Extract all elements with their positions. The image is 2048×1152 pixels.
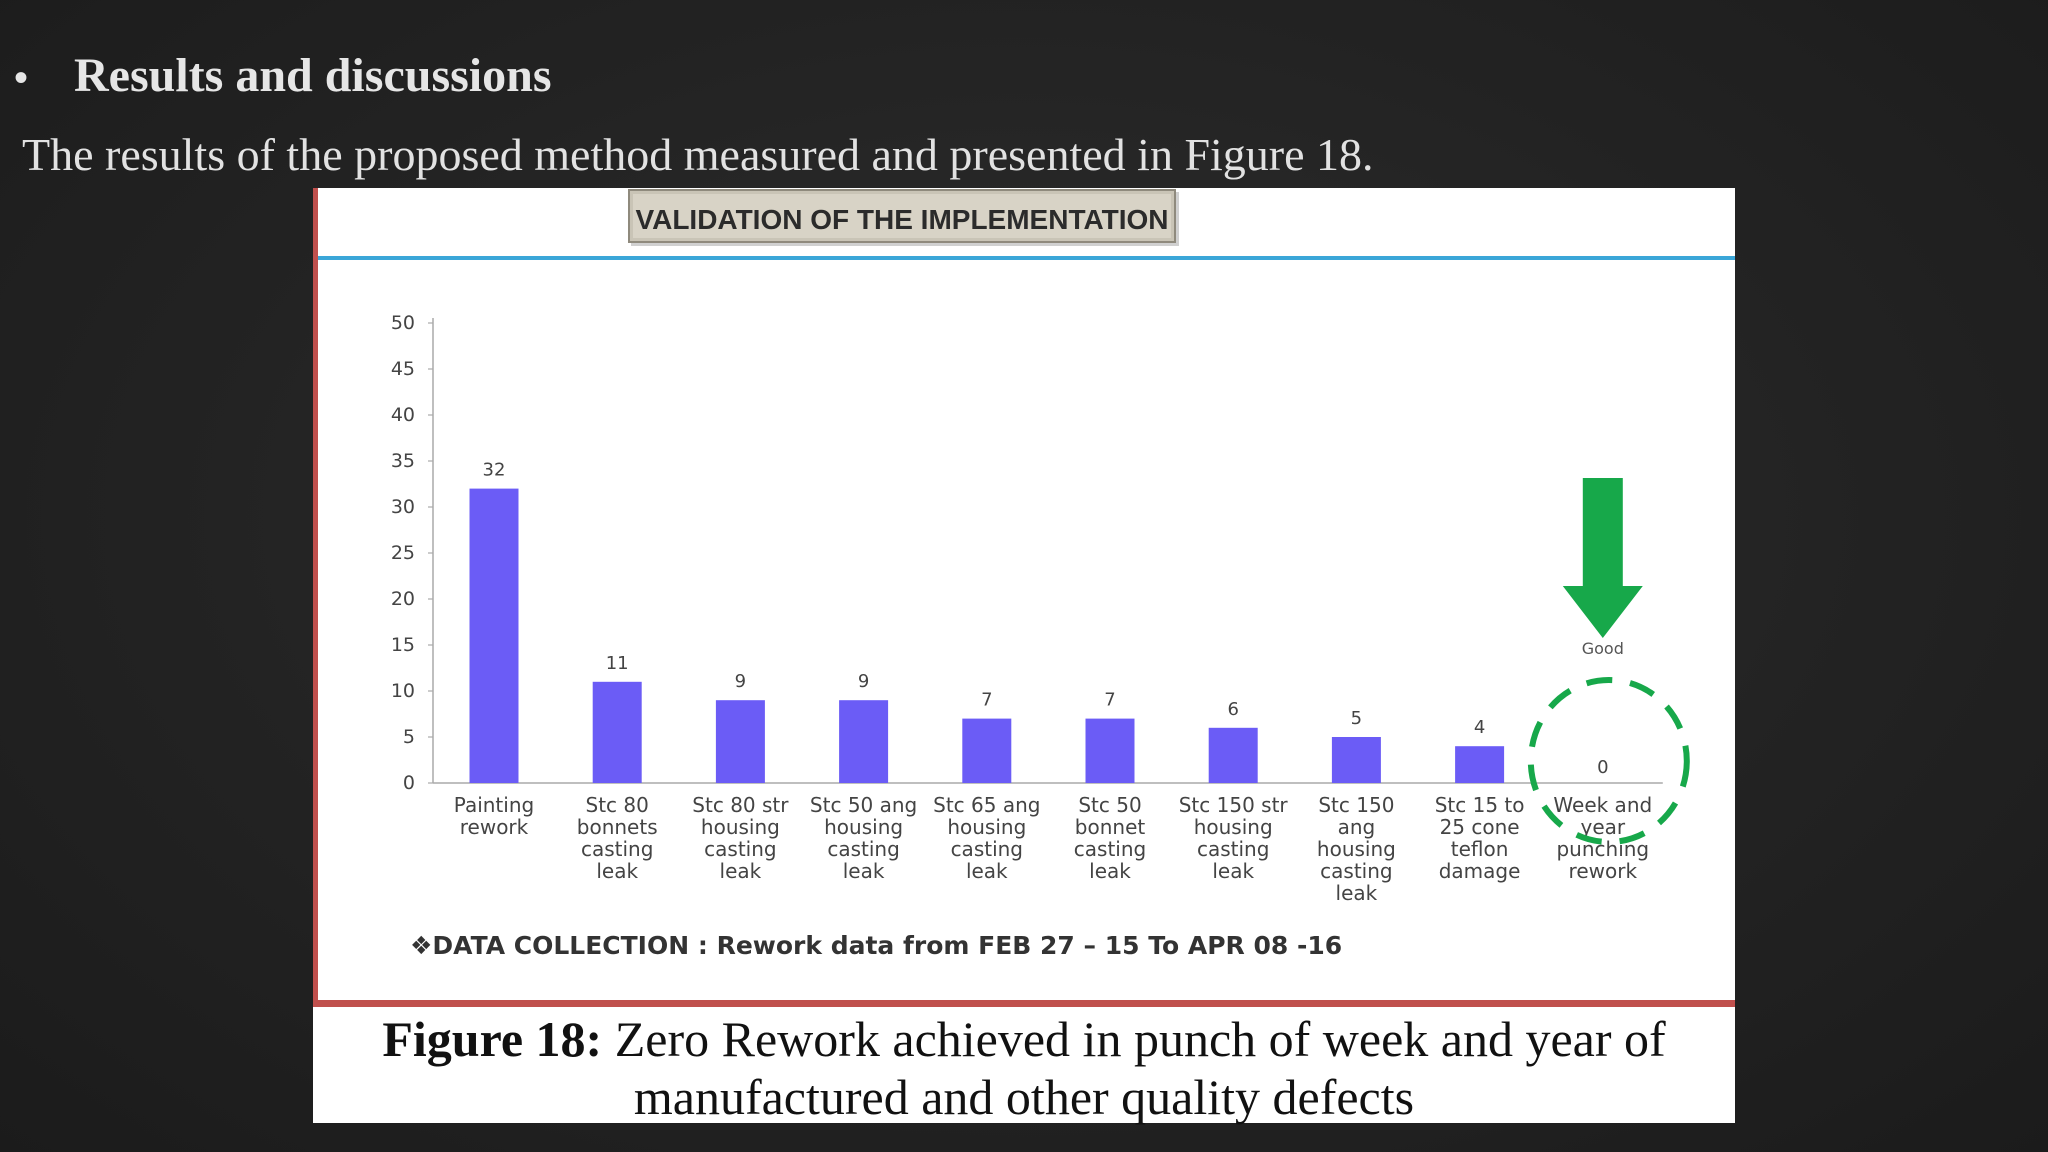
x-category-label: Stc 80 str housing casting leak [692, 793, 789, 883]
chart-bars [469, 488, 1505, 783]
y-tick-label: 30 [391, 496, 415, 518]
caption-text: Zero Rework achieved in punch of week an… [614, 1011, 1666, 1125]
bar [715, 700, 765, 783]
bar [839, 700, 889, 783]
bar-chart: VALIDATION OF THE IMPLEMENTATION 0 5 10 15 2… [313, 188, 1735, 1007]
x-category-label: Stc 150 str housing casting leak [1179, 793, 1289, 883]
y-tick-label: 40 [391, 404, 415, 426]
bar [962, 718, 1012, 783]
y-tick-label: 50 [391, 312, 415, 334]
bar-value-label: 0 [1597, 757, 1608, 778]
chart-title: VALIDATION OF THE IMPLEMENTATION [636, 204, 1169, 235]
data-collection-note: ❖DATA COLLECTION : Rework data from FEB … [410, 931, 1342, 960]
bar [1208, 727, 1258, 783]
x-category-label: Stc 80 bonnets casting leak [577, 793, 658, 883]
y-tick-label: 35 [391, 450, 415, 472]
bar-value-label: 6 [1227, 699, 1238, 720]
x-category-label: Stc 15 to 25 cone teflon damage [1435, 793, 1525, 883]
bar [1455, 746, 1505, 783]
bar [469, 488, 519, 783]
bar-value-label: 11 [606, 653, 629, 674]
bar-value-label: 9 [858, 671, 869, 692]
good-arrow-icon [1562, 478, 1643, 638]
x-category-label: Painting rework [454, 793, 534, 839]
chart-annotations: Good [1527, 478, 1690, 845]
bar-value-label: 7 [981, 690, 992, 711]
chart-title-banner: VALIDATION OF THE IMPLEMENTATION [628, 189, 1179, 246]
bar-value-label: 7 [1104, 690, 1115, 711]
chart-labels: 32 Painting rework 11 Stc 80 bonnets casting le… [454, 460, 1652, 905]
figure-top-rule [318, 256, 1735, 260]
y-tick-label: 0 [403, 772, 415, 794]
x-category-label: Stc 50 bonnet casting leak [1074, 793, 1146, 883]
y-tick-label: 15 [391, 634, 415, 656]
bar-value-label: 4 [1474, 717, 1485, 738]
x-category-label: Stc 150 ang housing casting leak [1317, 793, 1396, 905]
figure-caption: Figure 18: Zero Rework achieved in punch… [313, 1010, 1735, 1126]
figure-left-border [313, 188, 318, 1006]
figure-bottom-rule [313, 1000, 1735, 1007]
slide-heading: • Results and discussions [14, 48, 552, 103]
bar [1085, 718, 1135, 783]
x-category-label: Week and year punching rework [1553, 793, 1652, 883]
y-tick-label: 45 [391, 358, 415, 380]
caption-label: Figure 18: [382, 1011, 603, 1067]
figure-image: VALIDATION OF THE IMPLEMENTATION 0 5 10 15 2… [313, 188, 1735, 1126]
bar-value-label: 9 [735, 671, 746, 692]
bar [1331, 737, 1381, 783]
y-tick-label: 5 [403, 726, 415, 748]
bullet-marker: • [14, 55, 29, 100]
slide-subtext: The results of the proposed method measu… [22, 129, 1374, 180]
y-tick-label: 10 [391, 680, 415, 702]
y-tick-label: 20 [391, 588, 415, 610]
bar-value-label: 5 [1351, 708, 1362, 729]
x-category-label: Stc 50 ang housing casting leak [810, 793, 917, 883]
bar [592, 681, 642, 783]
y-tick-label: 25 [391, 542, 415, 564]
x-category-label: Stc 65 ang housing casting leak [933, 793, 1040, 883]
highlight-circle-icon [1527, 677, 1690, 845]
good-label: Good [1582, 639, 1624, 658]
bar-value-label: 32 [483, 460, 506, 481]
heading-text: Results and discussions [74, 49, 552, 102]
